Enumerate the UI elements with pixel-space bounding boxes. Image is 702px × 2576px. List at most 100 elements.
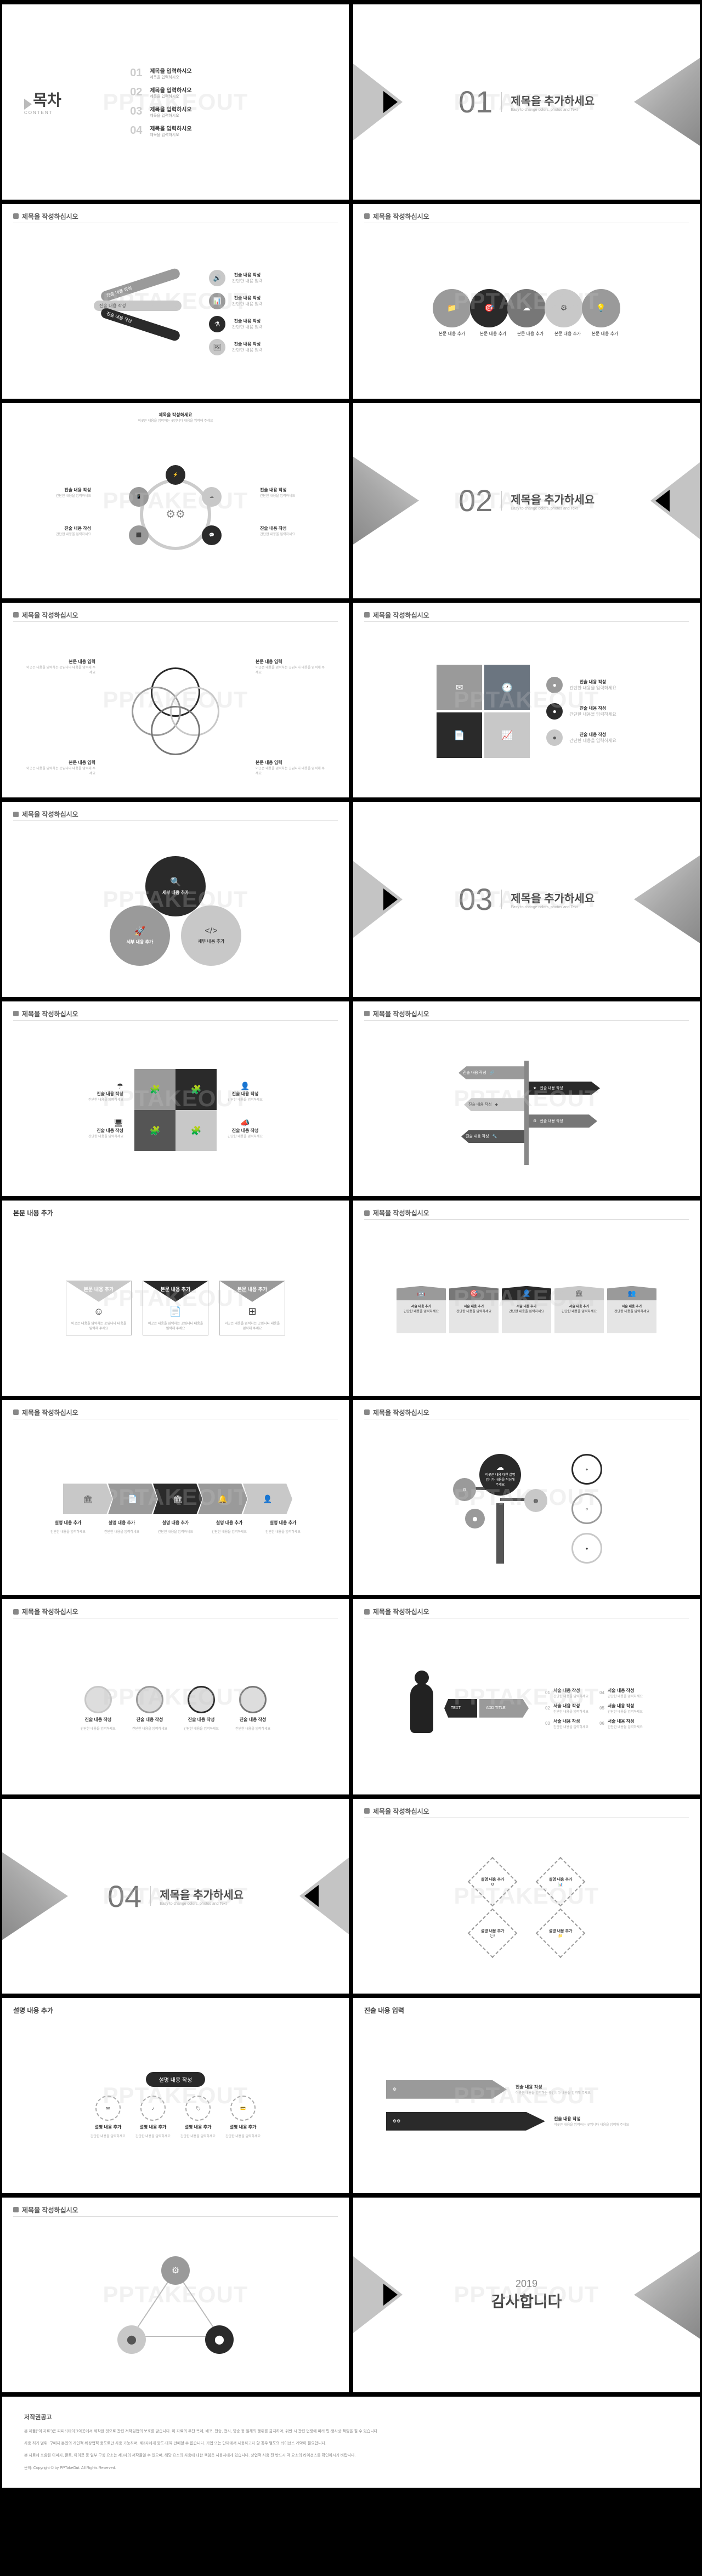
slide-envelopes: PPTAKEOUT 본문 내용 추가 본문 내용 추가☺이곳은 내용을 입력하는…: [2, 1201, 349, 1396]
toc-list: 01제목을 입력하시오제목을 입력하시오 02제목을 입력하시오제목을 입력하시…: [130, 61, 327, 143]
android-icon: 🤖: [397, 1286, 446, 1300]
slide-big-arrows: PPTAKEOUT 진술 내용 입력 ⚙ 진술 내용 작성이곳은 내용을 입력하…: [353, 1998, 700, 2193]
slide-pointing-person: PPTAKEOUT 제목을 작성하십시오 TEXT ADD TITLE 01서술…: [353, 1599, 700, 1794]
slide-puzzle: PPTAKEOUT 제목을 작성하십시오 ☂진술 내용 작성간단한 내용을 입력…: [2, 1001, 349, 1197]
window-icon: ⊞: [248, 1306, 256, 1317]
slide-chain-circles: PPTAKEOUT 제목을 작성하십시오 📁본문 내용 추가 🎯본문 내용 추가…: [353, 204, 700, 399]
umbrella-icon: ☂: [116, 1082, 123, 1090]
slide-flags: PPTAKEOUT 제목을 작성하십시오 🤖서술 내용 추가간단한 내용을 입력…: [353, 1201, 700, 1396]
person-icon: 👤: [263, 1494, 272, 1504]
node-4: 💬: [202, 525, 222, 545]
cloud-icon: ☁: [507, 289, 546, 327]
person-icon: 👤: [240, 1082, 250, 1090]
sound-icon: 🔊: [209, 270, 225, 286]
avatar-4: [239, 1686, 267, 1713]
search-icon: 🔍: [170, 876, 181, 887]
signpost-diagram: 진술 내용 작성🔗 ★진술 내용 작성 진술 내용 작성◆ ⚙진술 내용 작성 …: [472, 1055, 581, 1165]
slide-triangle-network: PPTAKEOUT 제목을 작성하십시오 ⚙ ⬤ ⬤: [2, 2198, 349, 2393]
toc-title: 목차: [33, 92, 61, 109]
slide-toc: PPTAKEOUT 목차 CONTENT 01제목을 입력하시오제목을 입력하시…: [2, 4, 349, 200]
diamond-3: 설명 내용 추가💬: [468, 1909, 518, 1958]
quad-grid: ✉ 🕐 📄 📈: [437, 665, 530, 758]
people-icon: 👥: [607, 1286, 656, 1300]
avatar-1: [84, 1686, 112, 1713]
slide-section-04: PPTAKEOUT 04 제목을 추가하세요Easy to change col…: [2, 1799, 349, 1994]
diamond-icon: ◆: [495, 1102, 498, 1107]
gear-icon: ⚙: [545, 289, 583, 327]
target-icon: 🎯: [470, 289, 508, 327]
node-top: ⚙: [161, 2256, 190, 2285]
avatar-3: [188, 1686, 215, 1713]
slide-grid: PPTAKEOUT 목차 CONTENT 01제목을 입력하시오제목을 입력하시…: [2, 4, 700, 2488]
mail-icon: ✉: [437, 665, 482, 710]
card-3: 본문 내용 추가⊞이곳은 내용을 입력하는 곳입니다 내용을 입력해 주세요: [219, 1281, 285, 1335]
fan-diagram: 진술 내용 작성 진술 내용 작성 진술 내용 작성: [88, 274, 187, 351]
toc-subtitle: CONTENT: [24, 110, 130, 115]
bullet-icon: ●: [546, 729, 563, 746]
slide-fan-badges: PPTAKEOUT 제목을 작성하십시오 진술 내용 작성 진술 내용 작성 진…: [2, 204, 349, 399]
card-1: 본문 내용 추가☺이곳은 내용을 입력하는 곳입니다 내용을 입력해 주세요: [66, 1281, 132, 1335]
mail-icon: ✉: [95, 2096, 121, 2121]
doc-icon: 📄: [169, 1306, 182, 1317]
slide-central-ring: PPTAKEOUT 제목을 작성하세요이곳은 내용을 입력하는 곳입니다 내용을…: [2, 403, 349, 598]
node-right: ⬤: [205, 2325, 234, 2354]
bank-icon: 🏛: [554, 1286, 604, 1300]
gear-icon: ⚙: [533, 1119, 536, 1123]
dot-icon: ●: [571, 1533, 602, 1564]
slide-central-pill: PPTAKEOUT 설명 내용 추가 설명 내용 작성 ✉설명 내용 추가간단한…: [2, 1998, 349, 2193]
node-1: 📱: [129, 487, 149, 507]
avatar-2: [136, 1686, 163, 1713]
bullet-icon: ●: [546, 703, 563, 720]
chart-icon: 📊: [209, 293, 225, 309]
puzzle-grid: 🧩 🧩 🧩 🧩: [134, 1069, 217, 1151]
node-3: ☁: [202, 487, 222, 507]
step-chain: 🏛 📄 🏛 🔔 👤: [63, 1484, 288, 1514]
folder-icon: 📁: [433, 289, 471, 327]
image-icon: 🖼: [209, 339, 225, 355]
bullet-icon: ●: [546, 677, 563, 693]
doc-icon: 📄: [437, 712, 482, 758]
ring-center: ⚙⚙: [140, 479, 211, 550]
screen-icon: 🖥: [114, 1118, 123, 1127]
slide-venn: PPTAKEOUT 제목을 작성하십시오 본문 내용 입력이곳은 내용을 입력하…: [2, 603, 349, 798]
slide-thanks: PPTAKEOUT 2019 감사합니다: [353, 2198, 700, 2393]
gears-icon: ⚙⚙: [393, 2119, 400, 2124]
node-5: ⬛: [129, 525, 149, 545]
circle-icon: ○: [571, 1493, 602, 1524]
triangle-network: ⚙ ⬤ ⬤: [110, 2254, 241, 2358]
music-icon: ♪: [140, 2096, 166, 2121]
slide-section-03: PPTAKEOUT 03 제목을 추가하세요Easy to change col…: [353, 802, 700, 997]
star-icon: ★: [533, 1086, 536, 1090]
slide-people: PPTAKEOUT 제목을 작성하십시오 진술 내용 작성간단한 내용을 입력하…: [2, 1599, 349, 1794]
play-icon: [24, 99, 32, 110]
slide-section-02: PPTAKEOUT 02 제목을 추가하세요Easy to change col…: [353, 403, 700, 598]
target-icon: 🎯: [449, 1286, 499, 1300]
slide-signpost: PPTAKEOUT 제목을 작성하십시오 진술 내용 작성🔗 ★진술 내용 작성…: [353, 1001, 700, 1197]
triangle-accent: [383, 91, 398, 113]
node-2: ⚡: [166, 465, 185, 485]
diamond-4: 설명 내용 추가📁: [536, 1909, 586, 1958]
megaphone-icon: 📣: [240, 1118, 250, 1127]
smile-icon: ☺: [94, 1306, 104, 1317]
slide-diamonds: PPTAKEOUT 제목을 작성하십시오 설명 내용 추가⚙ 설명 내용 추가📊…: [353, 1799, 700, 1994]
slide-3-circles: PPTAKEOUT 제목을 작성하십시오 🔍세부 내용 추가 🚀세부 내용 추가…: [2, 802, 349, 997]
tree-diagram: ☁이곳은 내용 대한 설명 입니다 내용을 작성해 주세요 ⚙ ⬤ ⬤: [451, 1454, 550, 1564]
person-icon: 👤: [502, 1286, 551, 1300]
tag-icon: 🏷: [185, 2096, 211, 2121]
gear-icon: ⚙: [393, 2087, 397, 2092]
bell-icon: 🔔: [218, 1494, 227, 1504]
person-figure: [410, 1684, 433, 1733]
copyright-title: 저작권공고: [24, 2413, 678, 2423]
code-icon: </>: [205, 926, 217, 936]
slide-tree: PPTAKEOUT 제목을 작성하십시오 ☁이곳은 내용 대한 설명 입니다 내…: [353, 1400, 700, 1595]
slide-section-01: PPTAKEOUT 01 제목을 추가하세요 Easy to change co…: [353, 4, 700, 200]
rocket-icon: 🚀: [134, 926, 145, 937]
diamond-1: 설명 내용 추가⚙: [468, 1857, 518, 1907]
link-icon: 🔗: [490, 1071, 495, 1075]
card-icon: 💳: [230, 2096, 256, 2121]
doc-icon: 📄: [128, 1494, 137, 1504]
plus-icon: +: [571, 1454, 602, 1485]
node-left: ⬤: [117, 2325, 146, 2354]
slide-quad-list: PPTAKEOUT 제목을 작성하십시오 ✉ 🕐 📄 📈 ●진술 내용 작성간단…: [353, 603, 700, 798]
cloud-icon: ☁: [496, 1463, 504, 1472]
